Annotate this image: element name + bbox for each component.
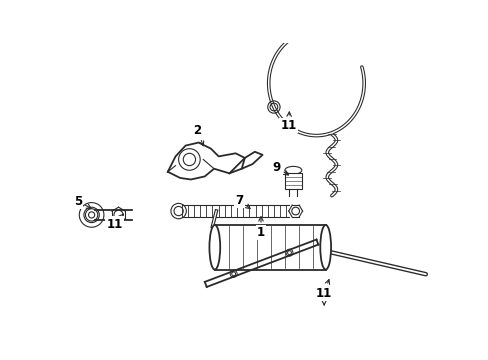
Text: 8: 8 — [0, 359, 1, 360]
Ellipse shape — [209, 225, 220, 270]
Text: 3: 3 — [0, 359, 1, 360]
Bar — [214, 225, 326, 270]
Text: 1: 1 — [256, 217, 264, 239]
Ellipse shape — [285, 166, 301, 174]
Text: 6: 6 — [0, 359, 1, 360]
Text: 11: 11 — [315, 287, 331, 305]
Bar — [285, 173, 301, 189]
Text: 4: 4 — [319, 279, 329, 300]
Ellipse shape — [320, 225, 330, 270]
Text: 7: 7 — [235, 194, 250, 208]
Text: 9: 9 — [272, 161, 288, 175]
Text: 2: 2 — [193, 124, 203, 146]
Text: 5: 5 — [74, 194, 91, 208]
Text: 11: 11 — [0, 359, 1, 360]
Text: 11: 11 — [106, 214, 123, 231]
Text: 11: 11 — [280, 112, 296, 132]
Text: 10: 10 — [0, 359, 1, 360]
Text: 11: 11 — [0, 359, 1, 360]
